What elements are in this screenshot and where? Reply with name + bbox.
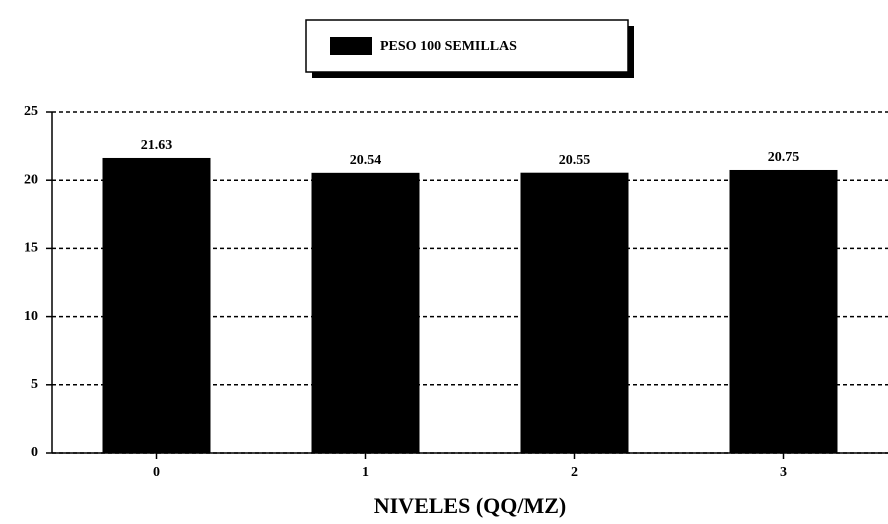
legend-swatch bbox=[330, 37, 372, 55]
y-tick-label: 10 bbox=[24, 309, 38, 324]
y-tick-label: 5 bbox=[31, 377, 38, 392]
data-label: 21.63 bbox=[141, 138, 173, 153]
x-tick-label: 3 bbox=[780, 465, 787, 480]
x-tick-label: 2 bbox=[571, 465, 578, 480]
data-label: 20.55 bbox=[559, 153, 591, 168]
legend-label: PESO 100 SEMILLAS bbox=[380, 39, 517, 54]
x-tick-label: 1 bbox=[362, 465, 369, 480]
y-tick-label: 15 bbox=[24, 241, 38, 256]
bar bbox=[729, 169, 838, 453]
data-label: 20.75 bbox=[768, 150, 800, 165]
bar bbox=[102, 157, 211, 453]
y-tick-label: 0 bbox=[31, 445, 38, 460]
y-tick-label: 20 bbox=[24, 172, 38, 187]
x-axis-label: NIVELES (QQ/MZ) bbox=[374, 493, 567, 518]
bar bbox=[520, 172, 629, 453]
x-tick-label: 0 bbox=[153, 465, 160, 480]
data-label: 20.54 bbox=[350, 153, 382, 168]
y-tick-label: 25 bbox=[24, 104, 38, 119]
bar bbox=[311, 172, 420, 453]
